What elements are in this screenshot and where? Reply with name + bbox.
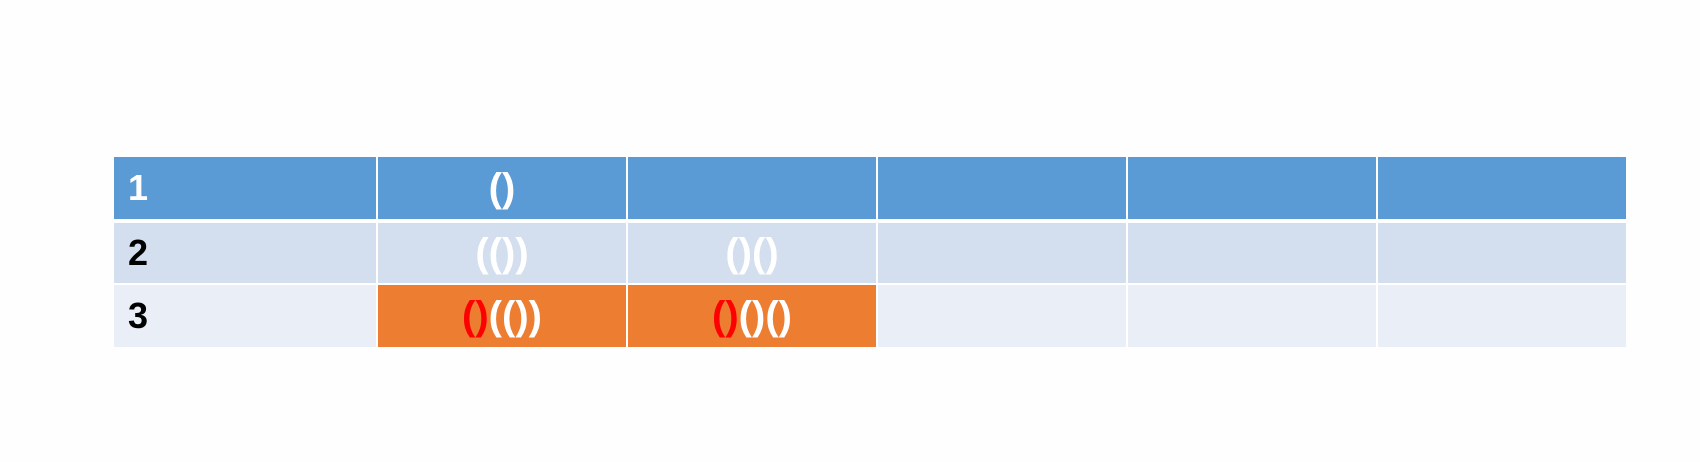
- grid-cell: (): [376, 157, 628, 223]
- highlighted-cell: ()(()): [376, 283, 628, 347]
- paren-segment: (()): [475, 230, 529, 275]
- grid-cell: [1376, 283, 1626, 347]
- grid-cell: [876, 157, 1128, 223]
- grid-cell: [1376, 220, 1626, 285]
- paren-segment: ()(): [725, 230, 779, 275]
- paren-segment: (): [712, 293, 739, 338]
- paren-segment: (): [462, 293, 489, 338]
- grid-cell: [876, 283, 1128, 347]
- paren-segment: (): [488, 165, 516, 210]
- row-label-2: 2: [114, 220, 378, 285]
- grid-cell: ()(): [626, 220, 878, 285]
- grid-cell: [1126, 157, 1378, 223]
- paren-segment: (()): [488, 293, 542, 338]
- row-label-1: 1: [114, 157, 378, 223]
- grid-cell: (()): [376, 220, 628, 285]
- grid-cell: [1376, 157, 1626, 223]
- grid-row-3: 3 ()(()) ()()(): [114, 283, 1626, 347]
- highlighted-cell: ()()(): [626, 283, 878, 347]
- grid-cell: [876, 220, 1128, 285]
- parentheses-grid: 1 () 2 (()) ()() 3 ()(()): [114, 157, 1626, 347]
- grid-cell: [626, 157, 878, 223]
- grid-cell: [1126, 220, 1378, 285]
- grid-row-1: 1 (): [114, 157, 1626, 223]
- grid-cell: [1126, 283, 1378, 347]
- grid-row-2: 2 (()) ()(): [114, 220, 1626, 285]
- row-label-3: 3: [114, 283, 378, 347]
- paren-segment: ()(): [738, 293, 792, 338]
